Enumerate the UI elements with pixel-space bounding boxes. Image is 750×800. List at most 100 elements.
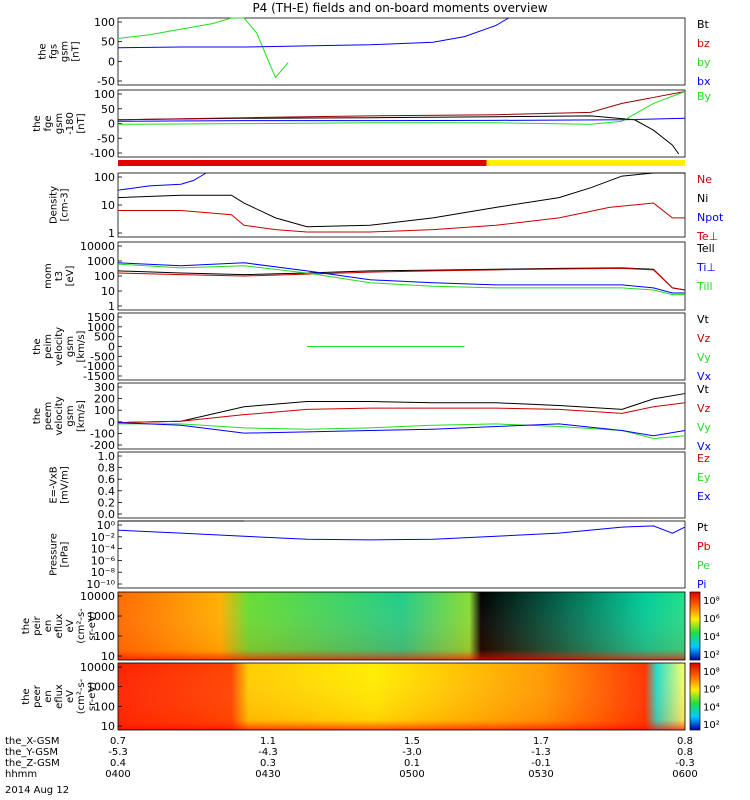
y-tick-label: 100 — [94, 700, 115, 713]
colorbar — [689, 662, 701, 731]
y-axis-label: en — [43, 620, 54, 633]
y-tick-label: 100 — [94, 630, 115, 643]
series-line-Pi — [117, 525, 686, 541]
x-axis-value: 0.1 — [404, 758, 420, 769]
y-axis-label: [nT] — [76, 113, 87, 133]
y-axis-label: [km/s] — [76, 400, 87, 432]
panel-e_field: 1.00.80.60.40.20.0 E=-VxB [mV/m] Ez Ey Ex — [49, 450, 711, 521]
y-tick-label: 1.0 — [98, 450, 116, 463]
y-tick-label: -1000 — [83, 360, 115, 373]
x-axis-value: 1.5 — [404, 736, 420, 747]
y-tick-label: 50 — [101, 103, 115, 116]
y-tick-label: 1000 — [87, 681, 115, 694]
colorbar-tick-label: 10⁸ — [703, 667, 720, 678]
x-axis-value: -0.3 — [675, 758, 695, 769]
x-axis-value: 0500 — [399, 769, 424, 780]
colorbar-tick-label: 10² — [703, 650, 720, 661]
y-axis-label: eV — [65, 619, 76, 632]
spectrogram-overlay — [118, 663, 685, 730]
series-line-bx — [117, 17, 509, 49]
y-tick-label: 10⁻⁴ — [91, 543, 116, 556]
series-line-Vx — [117, 422, 686, 437]
series-line-Vy — [118, 423, 686, 439]
y-tick-label: 1 — [108, 227, 115, 240]
colorbar-tick-label: 10⁴ — [703, 632, 720, 643]
y-axis-label: gsm — [65, 405, 76, 426]
y-axis-label: peer — [32, 684, 43, 708]
legend-entry: Ni — [697, 192, 708, 205]
y-axis-label: [cm-3] — [60, 188, 71, 221]
panel-frame — [117, 662, 686, 731]
legend-entry: Pb — [697, 540, 711, 553]
y-axis-label: Pressure — [49, 533, 60, 576]
legend-entry: Pi — [697, 578, 706, 591]
series-line-Till — [117, 263, 685, 296]
x-axis-value: -5.3 — [108, 747, 128, 758]
legend-entry: Ti⊥ — [696, 261, 716, 274]
y-tick-label: 1 — [108, 300, 115, 313]
x-axis-value: 0530 — [528, 769, 553, 780]
legend-entry: Tell — [696, 242, 715, 255]
panel-frame — [117, 241, 686, 311]
y-axis-label: velocity — [54, 396, 65, 435]
y-tick-label: 1000 — [87, 255, 115, 268]
y-axis-label: velocity — [54, 327, 65, 366]
mode-bar-red — [118, 160, 487, 166]
series-line-Ne — [118, 202, 685, 233]
x-axis-value: 0400 — [105, 769, 130, 780]
y-tick-label: 1000 — [87, 321, 115, 334]
legend-entry: Vt — [697, 383, 710, 396]
legend-entry: Ez — [697, 452, 710, 465]
y-tick-label: 1000 — [87, 610, 115, 623]
y-tick-label: 10⁻² — [91, 531, 115, 544]
y-tick-label: -100 — [90, 427, 115, 440]
y-axis-label: t3 — [54, 271, 65, 281]
y-axis-label: [nT] — [71, 41, 82, 61]
figure-title: P4 (TH-E) fields and on-board moments ov… — [252, 1, 547, 15]
x-axis-value: 0.8 — [677, 736, 693, 747]
panel-frame — [117, 451, 686, 519]
panel-frame — [117, 382, 686, 450]
y-axis-label: (cm²-s- — [76, 678, 87, 714]
y-tick-label: 0 — [108, 341, 115, 354]
legend-entry: Npot — [697, 211, 724, 224]
y-axis-label: E=-VxB — [49, 466, 60, 503]
legend-entry: Vt — [697, 313, 710, 326]
y-tick-label: 0.4 — [98, 485, 116, 498]
legend-entry: Vy — [697, 421, 711, 434]
y-tick-label: -200 — [90, 439, 115, 452]
series-line-Vt — [117, 393, 686, 424]
legend-entry: Ey — [697, 471, 711, 484]
colorbar-tick-label: 10⁴ — [703, 702, 720, 713]
y-tick-label: 100 — [94, 88, 115, 101]
y-axis-label: -180 — [65, 112, 76, 135]
y-tick-label: 100 — [94, 404, 115, 417]
x-axis-value: 0430 — [255, 769, 280, 780]
panel-peer_en_eflux: 10⁸ 10⁶ 10⁴ 10² 10000 1000 100 10 the peer en eflux… — [21, 661, 720, 733]
y-axis-label: [nPa] — [60, 541, 71, 567]
legend-entry: By — [697, 90, 712, 103]
y-axis-label: the — [38, 43, 49, 59]
panel-frame — [117, 591, 686, 661]
legend-entry: Vz — [697, 332, 711, 345]
colorbar-tick-label: 10⁸ — [703, 596, 720, 607]
y-axis-label: [mV/m] — [60, 466, 71, 504]
y-tick-label: 10000 — [80, 590, 115, 603]
y-tick-label: 0.8 — [98, 462, 116, 475]
x-axis-value: -0.1 — [531, 758, 551, 769]
y-tick-label: 0.0 — [98, 508, 116, 521]
y-axis-label: fgs — [49, 44, 60, 59]
y-axis-label: the — [32, 115, 43, 131]
y-axis-label: peem — [43, 402, 54, 430]
y-tick-label: 10⁻¹⁰ — [86, 578, 115, 591]
x-axis-row-label: the_Y-GSM — [5, 747, 58, 758]
legend-entry: Vx — [697, 440, 712, 453]
y-tick-label: 100 — [94, 16, 115, 29]
y-tick-label: 10⁰ — [97, 519, 116, 532]
panel-frame — [117, 17, 686, 86]
x-axis-row-label: the_X-GSM — [5, 736, 59, 747]
x-axis-value: 0.4 — [110, 758, 126, 769]
